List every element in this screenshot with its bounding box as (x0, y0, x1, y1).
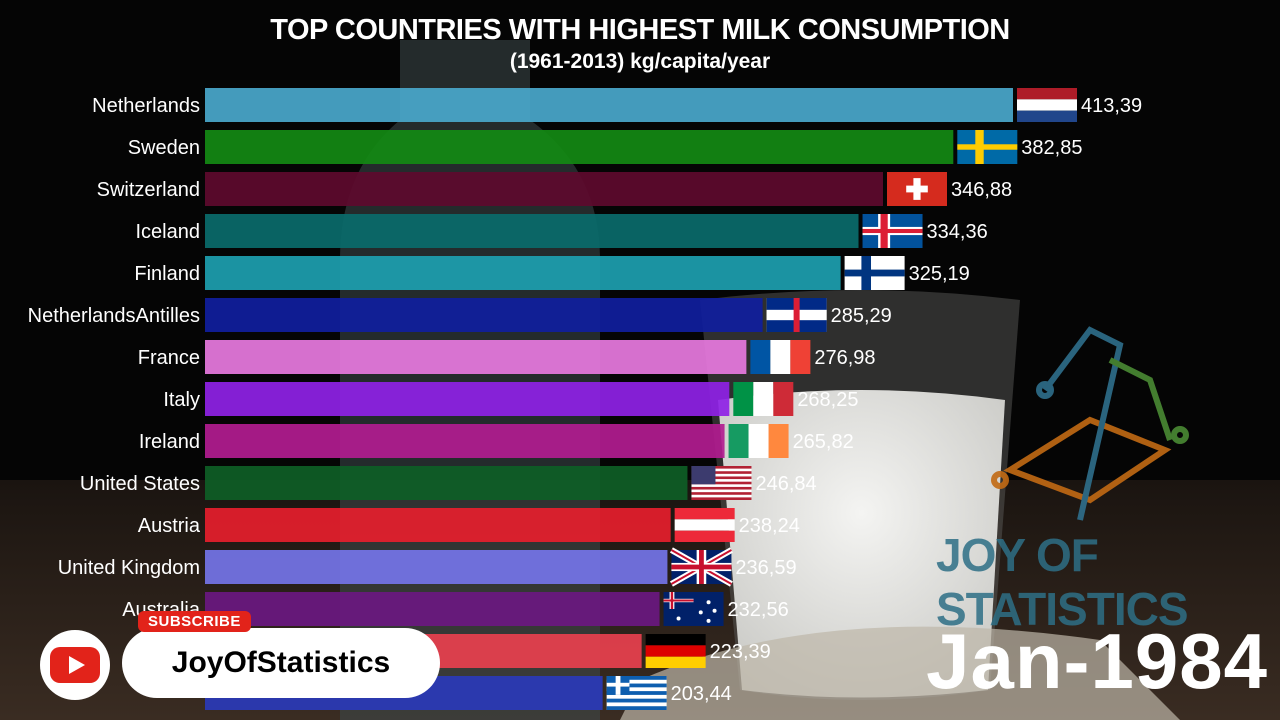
category-label: Sweden (128, 137, 200, 159)
category-label: Ireland (139, 431, 200, 453)
value-label: 413,39 (1081, 95, 1142, 117)
bar-group-3: Iceland 334,36 (136, 214, 988, 248)
bar (205, 298, 763, 332)
value-label: 246,84 (755, 473, 816, 495)
value-label: 223,39 (710, 641, 771, 663)
youtube-icon (50, 647, 100, 683)
value-label: 203,44 (671, 683, 732, 705)
bar-group-11: United Kingdom 236,59 (58, 547, 797, 587)
netherlands-flag-icon (1017, 88, 1077, 122)
bar (205, 466, 688, 500)
channel-name: JoyOfStatistics (171, 646, 391, 679)
category-label: Switzerland (97, 179, 200, 201)
category-label: United States (80, 473, 200, 495)
value-label: 346,88 (951, 179, 1012, 201)
bar (205, 382, 730, 416)
category-label: Austria (138, 515, 201, 537)
watermark: JOY OF STATISTICS (936, 529, 1189, 635)
bar-group-6: France 276,98 (138, 340, 876, 374)
category-label: Italy (163, 389, 200, 411)
ireland-flag-icon (728, 424, 789, 458)
value-label: 232,56 (728, 599, 789, 621)
iceland-flag-icon (862, 214, 923, 248)
category-label: Netherlands (92, 95, 200, 117)
france-flag-icon (750, 340, 811, 374)
category-label: Iceland (136, 221, 201, 243)
sweden-flag-icon (957, 130, 1018, 164)
value-label: 382,85 (1021, 137, 1082, 159)
value-label: 236,59 (735, 557, 796, 579)
value-label: 285,29 (831, 305, 892, 327)
germany-flag-icon (645, 634, 706, 668)
austria-flag-icon (674, 508, 735, 542)
category-label: Finland (134, 263, 200, 285)
value-label: 325,19 (909, 263, 970, 285)
value-label: 334,36 (927, 221, 988, 243)
bar (205, 214, 859, 248)
australia-flag-icon (663, 592, 724, 626)
bar (205, 172, 884, 206)
category-label: France (138, 347, 200, 369)
bar (205, 256, 841, 290)
value-label: 268,25 (797, 389, 858, 411)
bar-group-8: Ireland 265,82 (139, 424, 854, 458)
netherlands-antilles-flag-icon (766, 298, 827, 332)
usa-flag-icon (691, 466, 752, 500)
bar-group-2: Switzerland 346,88 (97, 172, 1012, 206)
bar (205, 508, 671, 542)
bar (205, 340, 747, 374)
value-label: 238,24 (739, 515, 800, 537)
bar-group-5: NetherlandsAntilles 285,29 (28, 298, 892, 332)
category-label: NetherlandsAntilles (28, 305, 200, 327)
bar-group-1: Sweden 382,85 (128, 130, 1082, 164)
date-label: Jan-1984 (926, 617, 1268, 705)
bar (205, 424, 725, 458)
bar-group-7: Italy 268,25 (163, 382, 858, 416)
bar (205, 550, 668, 584)
bar-group-0: Netherlands 413,39 (92, 88, 1142, 122)
italy-flag-icon (733, 382, 794, 416)
joy-of-statistics-logo-icon (991, 326, 1189, 521)
bar-group-10: Austria 238,24 (138, 508, 800, 542)
category-label: United Kingdom (58, 557, 200, 579)
subscribe-button[interactable]: SUBSCRIBE (138, 611, 251, 632)
bar (205, 130, 954, 164)
youtube-button[interactable] (40, 630, 110, 700)
bar-group-9: United States 246,84 (80, 466, 817, 500)
chart-title: TOP COUNTRIES WITH HIGHEST MILK CONSUMPT… (270, 14, 1010, 46)
finland-flag-icon (844, 256, 905, 290)
greece-flag-icon (606, 676, 667, 710)
bar (205, 592, 660, 626)
value-label: 265,82 (793, 431, 854, 453)
channel-name-box[interactable]: JoyOfStatistics (122, 628, 440, 698)
uk-flag-icon (669, 547, 733, 587)
value-label: 276,98 (814, 347, 875, 369)
bar (205, 88, 1013, 122)
switzerland-flag-icon (887, 172, 948, 206)
bar-group-4: Finland 325,19 (134, 256, 970, 290)
chart-subtitle: (1961-2013) kg/capita/year (509, 50, 771, 73)
